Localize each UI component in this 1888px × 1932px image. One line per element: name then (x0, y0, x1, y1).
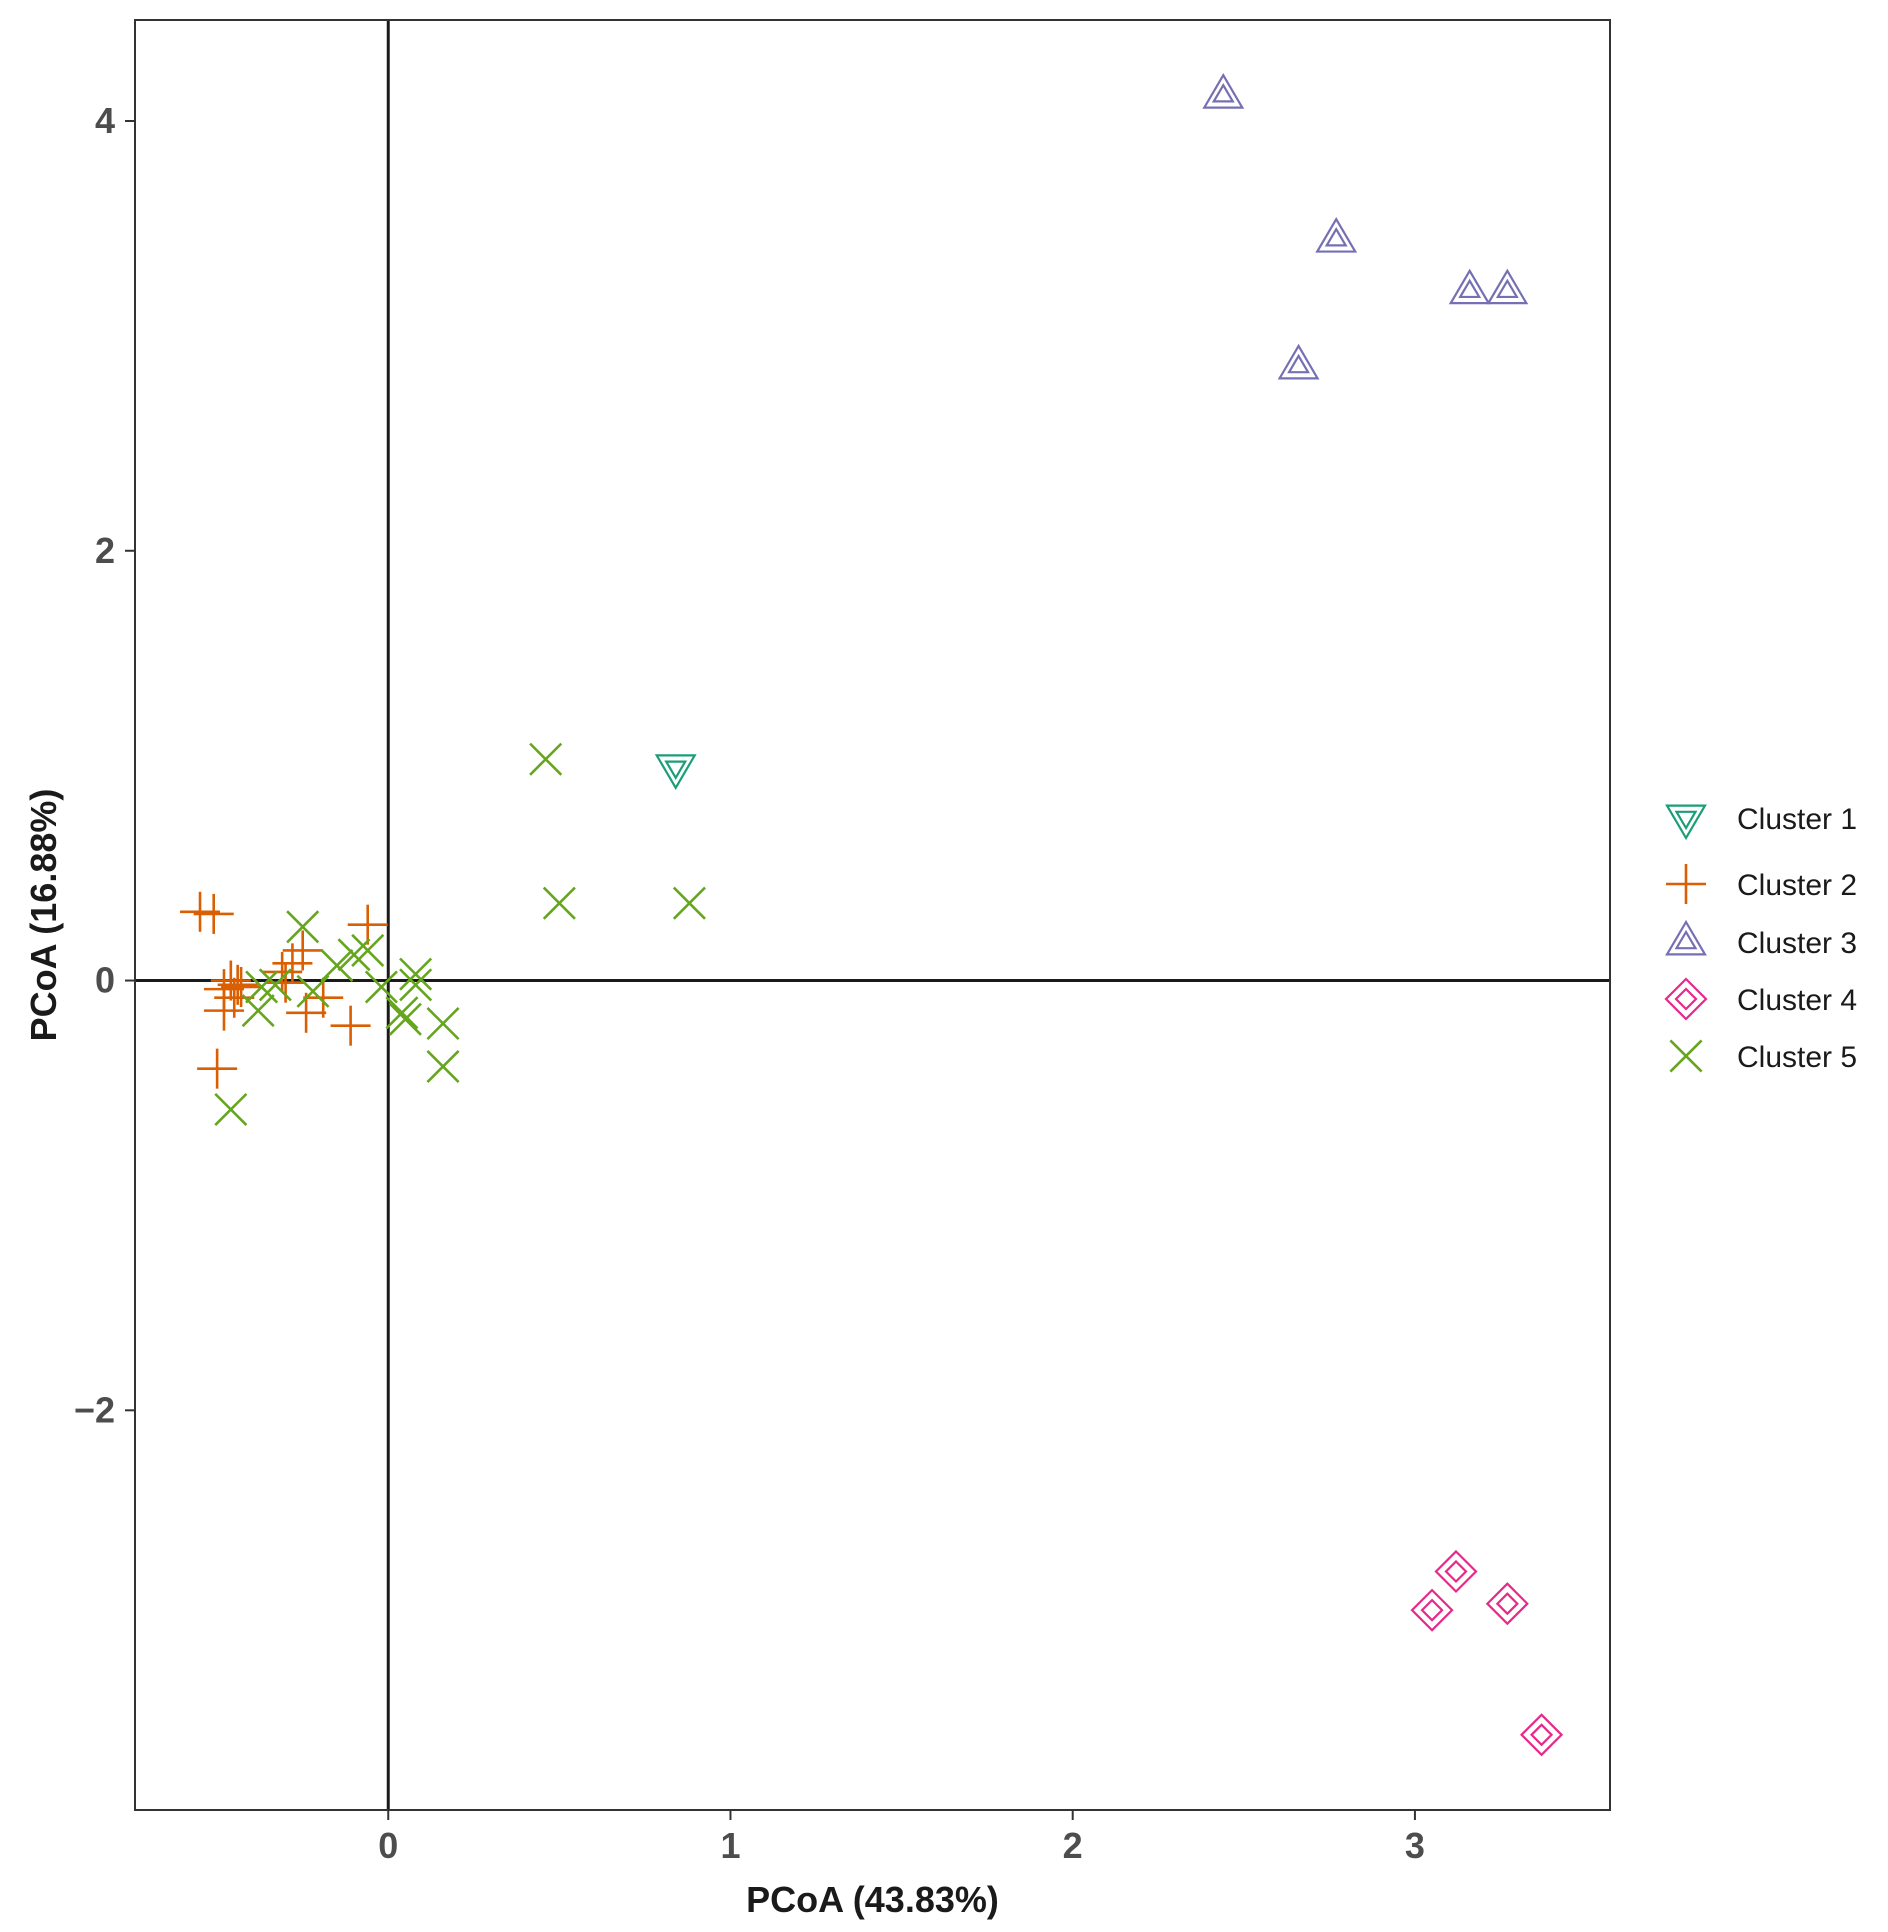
legend-label: Cluster 4 (1737, 984, 1857, 1017)
data-point (210, 960, 251, 1001)
y-tick-label: 0 (95, 960, 115, 1001)
data-point (426, 1049, 460, 1084)
data-point (258, 968, 292, 1002)
data-point (347, 904, 388, 945)
y-axis-ticks: −2 0 2 4 (74, 100, 135, 1430)
data-point (385, 996, 419, 1030)
data-points (180, 73, 1564, 1757)
legend-item-cluster-3: Cluster 3 (1665, 919, 1857, 960)
legend-item-cluster-1: Cluster 1 (1665, 803, 1857, 841)
data-point (296, 974, 330, 1008)
plot-panel-border (134, 19, 1611, 1811)
legend: Cluster 1 Cluster 2 Cluster 3 Cluster 4 Clus… (1664, 803, 1857, 1074)
data-point (197, 1048, 238, 1089)
data-point (262, 951, 303, 992)
data-point (282, 930, 323, 971)
legend-item-cluster-5: Cluster 5 (1669, 1039, 1857, 1074)
legend-key-symbol (1666, 864, 1706, 904)
legend-item-cluster-4: Cluster 4 (1664, 977, 1857, 1021)
x-tick-label: 0 (378, 1825, 398, 1866)
data-point (1448, 268, 1491, 305)
data-point (351, 933, 385, 967)
legend-key-symbol (1665, 804, 1707, 841)
data-point (1315, 217, 1358, 253)
data-point (203, 969, 244, 1010)
data-point (654, 754, 697, 790)
x-axis-title: PCoA (43.83%) (746, 1879, 999, 1920)
data-point (1485, 1582, 1529, 1626)
data-point (672, 886, 706, 920)
legend-label: Cluster 1 (1737, 803, 1857, 836)
data-point (1410, 1588, 1454, 1632)
data-point (286, 910, 320, 944)
data-point (364, 970, 398, 1004)
data-point (529, 742, 563, 776)
x-tick-label: 3 (1405, 1825, 1425, 1866)
reference-lines (135, 20, 1610, 1810)
data-point (1277, 343, 1320, 380)
legend-label: Cluster 2 (1737, 869, 1857, 902)
data-point (1519, 1713, 1564, 1757)
series-cluster-5 (214, 742, 706, 1126)
data-point (1202, 73, 1245, 109)
data-point (399, 957, 433, 991)
legend-key-symbol (1669, 1039, 1703, 1073)
data-point (1434, 1549, 1478, 1594)
y-tick-label: −2 (74, 1389, 115, 1430)
x-tick-label: 2 (1063, 1825, 1083, 1866)
y-axis-title: PCoA (16.88%) (23, 789, 64, 1042)
legend-key-symbol (1665, 919, 1707, 956)
x-tick-label: 1 (720, 1825, 740, 1866)
legend-label: Cluster 3 (1737, 927, 1857, 960)
y-tick-label: 2 (95, 530, 115, 571)
data-point (193, 893, 234, 934)
data-point (388, 1002, 422, 1036)
data-point (337, 938, 371, 972)
legend-key-symbol (1664, 977, 1708, 1021)
data-point (303, 977, 344, 1018)
data-point (1486, 268, 1529, 305)
data-point (330, 1005, 371, 1046)
data-point (241, 994, 275, 1028)
legend-item-cluster-2: Cluster 2 (1666, 864, 1857, 904)
data-point (221, 966, 262, 1007)
series-cluster-2 (180, 891, 388, 1089)
series-cluster-3 (1202, 73, 1529, 380)
legend-label: Cluster 5 (1737, 1041, 1857, 1074)
series-cluster-4 (1410, 1549, 1564, 1757)
data-point (542, 886, 576, 920)
data-point (214, 1092, 248, 1126)
x-axis-ticks: 0 1 2 3 (378, 1810, 1425, 1866)
data-point (426, 1006, 460, 1041)
series-cluster-1 (654, 754, 697, 790)
data-point (399, 968, 433, 1002)
y-tick-label: 4 (95, 100, 115, 141)
